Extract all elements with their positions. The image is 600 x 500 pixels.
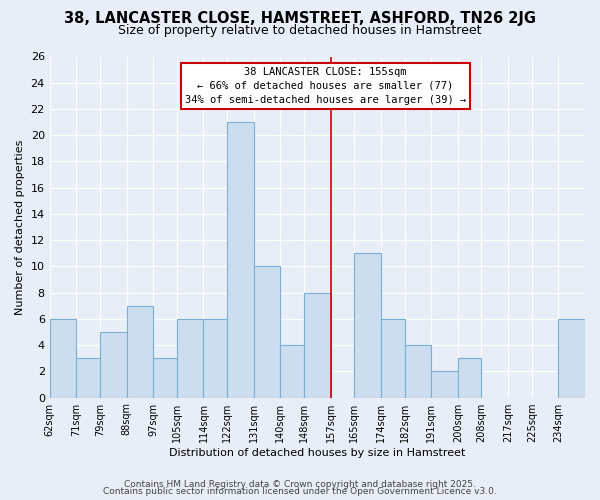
Bar xyxy=(280,345,304,398)
Bar xyxy=(559,319,585,398)
Bar xyxy=(304,292,331,398)
Text: 38 LANCASTER CLOSE: 155sqm
← 66% of detached houses are smaller (77)
34% of semi: 38 LANCASTER CLOSE: 155sqm ← 66% of deta… xyxy=(185,66,466,104)
Text: Contains HM Land Registry data © Crown copyright and database right 2025.: Contains HM Land Registry data © Crown c… xyxy=(124,480,476,489)
Bar xyxy=(153,358,177,398)
Bar xyxy=(458,358,481,398)
Bar xyxy=(355,254,381,398)
Bar xyxy=(254,266,280,398)
Bar xyxy=(50,319,76,398)
Bar xyxy=(76,358,100,398)
Bar xyxy=(404,345,431,398)
Bar xyxy=(227,122,254,398)
Bar xyxy=(127,306,153,398)
Y-axis label: Number of detached properties: Number of detached properties xyxy=(15,140,25,314)
Text: 38, LANCASTER CLOSE, HAMSTREET, ASHFORD, TN26 2JG: 38, LANCASTER CLOSE, HAMSTREET, ASHFORD,… xyxy=(64,11,536,26)
Text: Contains public sector information licensed under the Open Government Licence v3: Contains public sector information licen… xyxy=(103,487,497,496)
Bar xyxy=(431,372,458,398)
X-axis label: Distribution of detached houses by size in Hamstreet: Distribution of detached houses by size … xyxy=(169,448,466,458)
Text: Size of property relative to detached houses in Hamstreet: Size of property relative to detached ho… xyxy=(118,24,482,37)
Bar xyxy=(100,332,127,398)
Bar xyxy=(203,319,227,398)
Bar xyxy=(177,319,203,398)
Bar xyxy=(381,319,404,398)
